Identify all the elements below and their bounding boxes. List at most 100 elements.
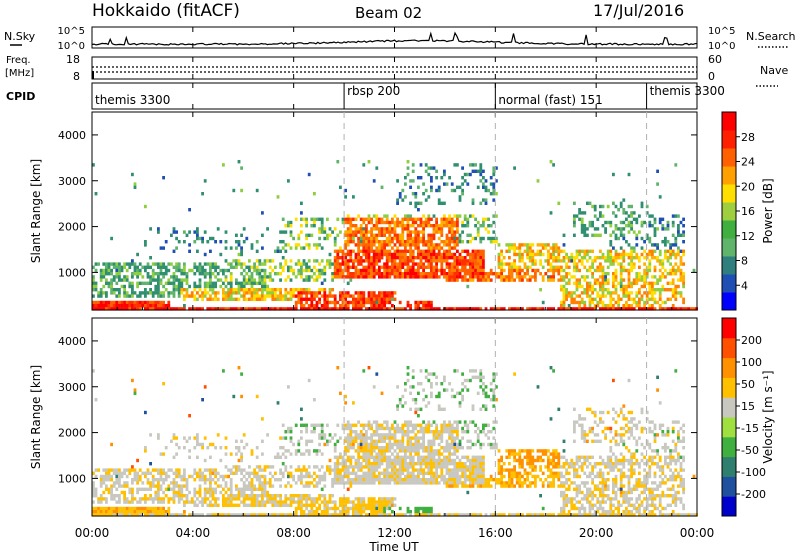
velocity-echo-cell — [261, 474, 264, 479]
power-echo-cell — [417, 246, 420, 250]
power-echo-cell — [261, 268, 264, 273]
velocity-echo-cell — [437, 449, 441, 453]
power-echo-cell — [679, 262, 683, 266]
power-echo-cell — [456, 275, 459, 279]
velocity-echo-cell — [424, 394, 428, 399]
velocity-echo-cell — [203, 468, 207, 472]
velocity-echo-cell — [118, 478, 121, 482]
velocity-echo-cell — [430, 471, 433, 475]
velocity-echo-cell — [185, 500, 189, 504]
power-echo-cell — [94, 281, 98, 285]
power-echo-cell — [476, 169, 480, 173]
power-echo-cell — [229, 307, 233, 311]
power-echo-cell — [367, 220, 371, 225]
velocity-echo-cell — [237, 449, 241, 453]
power-echo-cell — [484, 217, 488, 221]
power-echo-cell — [432, 233, 436, 237]
power-echo-cell — [339, 246, 342, 250]
power-echo-cell — [310, 268, 314, 273]
velocity-echo-cell — [419, 455, 423, 459]
velocity-echo-cell — [432, 462, 436, 466]
power-echo-cell — [547, 252, 550, 257]
velocity-echo-cell — [406, 510, 410, 514]
power-echo-cell — [388, 297, 392, 301]
velocity-echo-cell — [209, 481, 212, 485]
velocity-echo-cell — [229, 468, 233, 472]
power-echo-cell — [151, 262, 155, 266]
power-echo-cell — [375, 272, 379, 276]
power-echo-cell — [588, 297, 592, 301]
power-echo-cell — [255, 307, 259, 311]
power-echo-cell — [430, 236, 433, 241]
velocity-echo-cell — [375, 468, 379, 472]
power-echo-cell — [318, 272, 321, 276]
power-echo-cell — [539, 288, 542, 292]
power-echo-cell — [354, 275, 358, 279]
power-echo-cell — [435, 256, 438, 260]
velocity-echo-cell — [300, 497, 303, 501]
velocity-echo-cell — [435, 478, 438, 482]
power-echo-cell — [627, 275, 631, 279]
power-echo-cell — [266, 288, 269, 292]
power-echo-cell — [502, 262, 506, 266]
velocity-echo-cell — [320, 426, 324, 431]
velocity-echo-cell — [357, 513, 360, 517]
power-echo-cell — [599, 249, 602, 253]
velocity-echo-cell — [219, 484, 223, 488]
power-echo-cell — [383, 220, 386, 225]
velocity-echo-cell — [375, 430, 379, 434]
velocity-echo-cell — [375, 500, 379, 504]
power-echo-cell — [422, 243, 425, 247]
power-echo-cell — [323, 230, 327, 234]
velocity-echo-cell — [214, 471, 217, 475]
velocity-echo-cell — [209, 494, 212, 498]
power-echo-cell — [393, 259, 397, 263]
velocity-echo-cell — [105, 510, 108, 514]
power-echo-cell — [131, 272, 134, 276]
power-echo-cell — [614, 259, 618, 263]
power-echo-cell — [606, 304, 610, 308]
velocity-echo-cell — [248, 484, 251, 488]
power-echo-cell — [180, 284, 184, 289]
power-echo-cell — [682, 272, 685, 276]
power-echo-cell — [619, 201, 623, 205]
velocity-echo-cell — [424, 404, 428, 408]
power-echo-cell — [118, 300, 121, 305]
power-echo-cell — [157, 272, 160, 276]
power-echo-cell — [297, 294, 301, 298]
power-echo-cell — [370, 275, 373, 279]
power-echo-cell — [159, 294, 163, 298]
power-echo-cell — [320, 268, 324, 273]
power-echo-cell — [102, 291, 106, 295]
power-echo-cell — [305, 243, 308, 247]
power-echo-cell — [320, 288, 324, 292]
power-echo-cell — [214, 291, 217, 295]
power-echo-cell — [144, 304, 147, 308]
power-echo-cell — [406, 236, 410, 241]
power-echo-cell — [175, 230, 178, 234]
power-echo-cell — [627, 307, 631, 311]
power-echo-cell — [599, 307, 602, 311]
power-echo-cell — [692, 307, 696, 311]
velocity-echo-cell — [302, 497, 306, 501]
velocity-echo-cell — [419, 446, 423, 450]
velocity-echo-cell — [419, 471, 423, 475]
velocity-echo-cell — [118, 471, 121, 475]
power-echo-cell — [383, 294, 386, 298]
power-echo-cell — [227, 307, 230, 311]
power-echo-cell — [115, 288, 119, 292]
velocity-echo-cell — [115, 510, 119, 514]
power-echo-cell — [609, 300, 613, 305]
power-echo-cell — [430, 224, 433, 228]
power-echo-cell — [609, 297, 613, 301]
velocity-echo-cell — [92, 500, 95, 504]
power-echo-cell — [679, 259, 683, 263]
power-echo-cell — [682, 281, 685, 285]
velocity-echo-cell — [203, 487, 207, 491]
power-echo-cell — [586, 249, 589, 253]
power-echo-cell — [674, 256, 678, 260]
power-echo-cell — [463, 275, 467, 279]
power-echo-cell — [445, 272, 449, 276]
power-echo-cell — [671, 265, 675, 269]
noise-right-label: N.Search — [746, 30, 796, 43]
